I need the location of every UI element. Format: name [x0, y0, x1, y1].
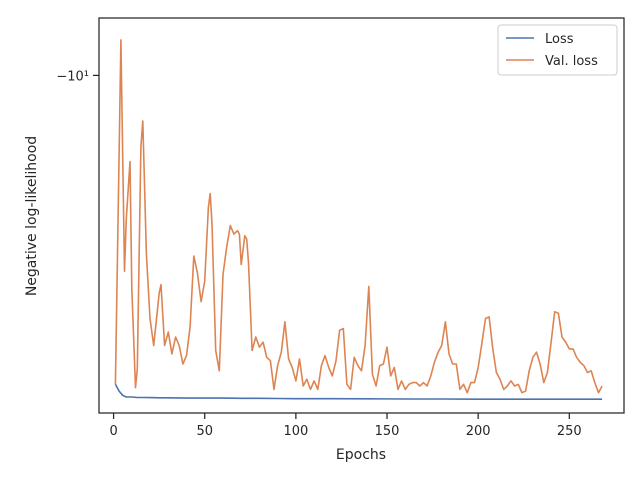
- x-tick-label: 250: [557, 424, 582, 439]
- series-line-val-loss: [114, 39, 603, 394]
- series-layer: [114, 39, 603, 400]
- plot-frame: [98, 17, 625, 414]
- x-tick-label: 100: [283, 424, 308, 439]
- x-tick-label: 150: [375, 424, 400, 439]
- y-axis: −10¹: [56, 69, 99, 84]
- x-tick-label: 0: [109, 424, 117, 439]
- legend-loss-label: Loss: [545, 32, 574, 47]
- y-axis-label: Negative log-likelihood: [24, 136, 40, 296]
- series-line-loss: [114, 383, 603, 400]
- legend-val-loss-label: Val. loss: [545, 54, 598, 69]
- x-axis: 0 50 100 150 200 250: [109, 413, 582, 439]
- legend: Loss Val. loss: [497, 24, 618, 76]
- x-tick-label: 50: [196, 424, 213, 439]
- x-axis-label: Epochs: [336, 447, 386, 463]
- y-tick-label: −10¹: [56, 69, 89, 84]
- x-tick-label: 200: [466, 424, 491, 439]
